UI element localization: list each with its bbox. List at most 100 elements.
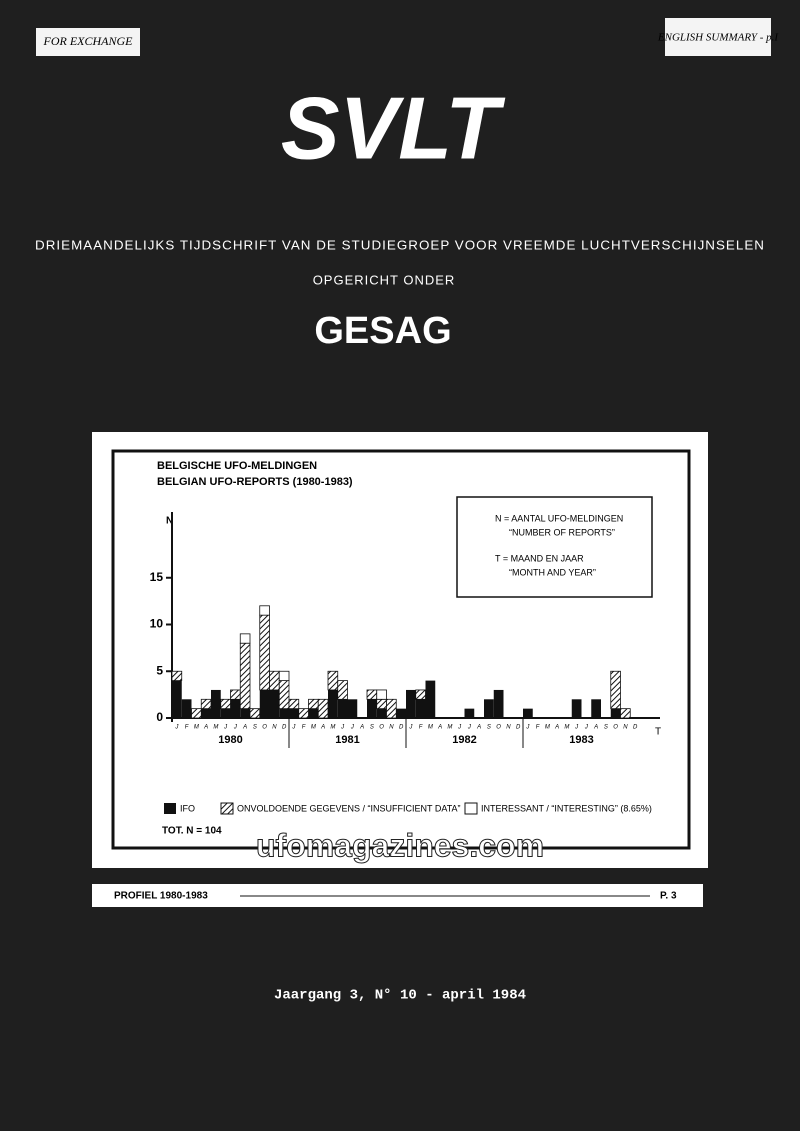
x-tick-label: O: [379, 725, 384, 731]
x-tick-label: M: [545, 725, 550, 731]
legend-label: ONVOLDOENDE GEGEVENS / “INSUFFICIENT DAT…: [237, 803, 461, 813]
bar-segment: [288, 698, 300, 710]
watermark: ufomagazines.com: [256, 827, 544, 863]
bar-segment: [367, 699, 377, 718]
bar-segment: [278, 680, 290, 710]
bar-segment: [366, 689, 378, 700]
stamp-right: ENGLISH SUMMARY - p.I: [657, 32, 780, 44]
bar-segment: [200, 698, 212, 710]
key-text: “NUMBER OF REPORTS”: [509, 527, 615, 537]
key-box: [456, 496, 653, 598]
x-tick-label: A: [476, 725, 481, 731]
bar-segment: [259, 689, 270, 718]
x-tick-label: M: [311, 725, 316, 731]
x-tick-label: M: [428, 725, 433, 731]
bar-segment: [386, 698, 397, 719]
x-tick-label: J: [291, 725, 296, 731]
x-tick-label: M: [330, 725, 335, 731]
x-tick-label: J: [408, 725, 413, 731]
x-axis-label: T: [655, 727, 661, 738]
bar-segment: [239, 642, 251, 710]
bar-segment: [493, 689, 504, 718]
footer-left: PROFIEL 1980-1983: [114, 891, 208, 902]
legend-label: IFO: [180, 803, 195, 813]
y-tick-label: 0: [156, 710, 163, 724]
key-text: “MONTH AND YEAR”: [509, 567, 596, 577]
x-tick-label: J: [223, 725, 228, 731]
x-tick-label: J: [467, 725, 472, 731]
y-tick-label: 15: [150, 570, 164, 584]
bar-segment: [230, 699, 241, 718]
x-tick-label: N: [623, 725, 628, 731]
bar-segment: [327, 670, 339, 691]
x-tick-label: F: [185, 725, 189, 731]
x-tick-label: D: [516, 725, 521, 731]
year-label: 1980: [218, 734, 242, 746]
x-tick-label: F: [302, 725, 306, 731]
bar-segment: [201, 708, 211, 718]
x-tick-label: S: [253, 725, 257, 731]
x-tick-label: M: [564, 725, 569, 731]
x-tick-label: J: [350, 725, 355, 731]
bar-segment: [298, 708, 309, 719]
bar-segment: [289, 708, 299, 718]
x-tick-label: A: [593, 725, 598, 731]
x-tick-label: N: [389, 725, 394, 731]
x-tick-label: A: [203, 725, 208, 731]
legend-key: [220, 802, 234, 815]
footer-right: P. 3: [660, 891, 677, 902]
x-tick-label: M: [213, 725, 218, 731]
figure-title: BELGISCHE UFO-MELDINGEN: [157, 460, 317, 472]
y-axis-label: N: [166, 516, 173, 527]
x-tick-label: N: [272, 725, 277, 731]
bar-segment: [591, 699, 601, 718]
x-tick-label: O: [496, 725, 501, 731]
bar-segment: [396, 708, 406, 718]
bar-segment: [523, 708, 533, 718]
legend-key: [164, 803, 176, 814]
x-tick-label: J: [340, 725, 345, 731]
x-tick-label: S: [370, 725, 374, 731]
year-label: 1981: [335, 734, 359, 746]
bar-segment: [278, 670, 290, 682]
bar-segment: [240, 708, 250, 718]
bar-segment: [259, 605, 270, 616]
bar-segment: [406, 689, 416, 718]
bar-segment: [239, 633, 251, 644]
issue: Jaargang 3, N° 10 - april 1984: [274, 988, 526, 1004]
bar-segment: [308, 708, 319, 718]
year-label: 1982: [452, 734, 476, 746]
x-tick-label: O: [613, 725, 618, 731]
x-tick-label: D: [282, 725, 287, 731]
x-tick-label: F: [536, 725, 540, 731]
bar-segment: [347, 699, 358, 718]
bar-segment: [317, 698, 329, 719]
x-tick-label: F: [419, 725, 423, 731]
x-tick-label: A: [242, 725, 247, 731]
year-label: 1983: [569, 734, 593, 746]
x-tick-label: D: [633, 725, 638, 731]
x-tick-label: J: [525, 725, 530, 731]
x-tick-label: J: [457, 725, 462, 731]
y-tick-label: 5: [156, 663, 163, 677]
x-tick-label: D: [399, 725, 404, 731]
x-tick-label: J: [174, 725, 179, 731]
x-tick-label: J: [574, 725, 579, 731]
bar-segment: [220, 708, 231, 718]
x-tick-label: N: [506, 725, 511, 731]
x-tick-label: M: [447, 725, 452, 731]
x-tick-label: S: [487, 725, 491, 731]
bar-segment: [376, 708, 387, 718]
x-tick-label: A: [320, 725, 325, 731]
bar-segment: [425, 680, 436, 718]
bar-segment: [172, 680, 182, 718]
bar-segment: [220, 698, 231, 710]
stamp-box: [665, 18, 771, 56]
bar-segment: [415, 689, 426, 700]
x-tick-label: J: [584, 725, 589, 731]
x-tick-label: A: [554, 725, 559, 731]
logo: SVLT: [281, 78, 506, 177]
x-tick-label: A: [359, 725, 364, 731]
